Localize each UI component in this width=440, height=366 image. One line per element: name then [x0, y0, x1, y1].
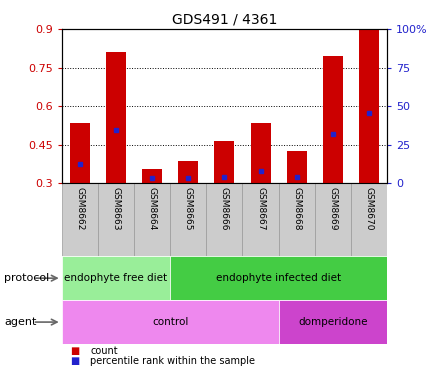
Bar	[106, 52, 126, 183]
Text: agent: agent	[4, 317, 37, 327]
Bar	[134, 183, 170, 256]
Bar	[279, 183, 315, 256]
Bar	[315, 183, 351, 256]
Bar	[170, 183, 206, 256]
Bar	[142, 169, 162, 183]
Text: GSM8669: GSM8669	[328, 187, 337, 230]
Text: ■: ■	[70, 355, 80, 366]
Text: protocol: protocol	[4, 273, 50, 283]
Bar	[62, 183, 98, 256]
Bar	[170, 256, 387, 300]
Text: GSM8662: GSM8662	[75, 187, 84, 230]
Text: control: control	[152, 317, 188, 327]
Text: GSM8664: GSM8664	[147, 187, 157, 230]
Text: GSM8666: GSM8666	[220, 187, 229, 230]
Bar	[206, 183, 242, 256]
Text: GSM8670: GSM8670	[365, 187, 374, 230]
Text: GSM8665: GSM8665	[184, 187, 193, 230]
Title: GDS491 / 4361: GDS491 / 4361	[172, 13, 277, 27]
Bar	[279, 300, 387, 344]
Text: ■: ■	[70, 346, 80, 356]
Bar	[62, 300, 279, 344]
Bar	[351, 183, 387, 256]
Bar	[70, 123, 90, 183]
Text: endophyte infected diet: endophyte infected diet	[216, 273, 341, 283]
Text: GSM8663: GSM8663	[111, 187, 121, 230]
Text: domperidone: domperidone	[298, 317, 368, 327]
Text: endophyte free diet: endophyte free diet	[64, 273, 168, 283]
Bar	[98, 183, 134, 256]
Bar	[251, 123, 271, 183]
Bar	[214, 141, 235, 183]
Bar	[359, 29, 379, 183]
Text: percentile rank within the sample: percentile rank within the sample	[90, 355, 255, 366]
Text: count: count	[90, 346, 118, 356]
Text: GSM8668: GSM8668	[292, 187, 301, 230]
Bar	[178, 161, 198, 183]
Bar	[323, 56, 343, 183]
Text: GSM8667: GSM8667	[256, 187, 265, 230]
Bar	[287, 151, 307, 183]
Bar	[62, 256, 170, 300]
Bar	[242, 183, 279, 256]
